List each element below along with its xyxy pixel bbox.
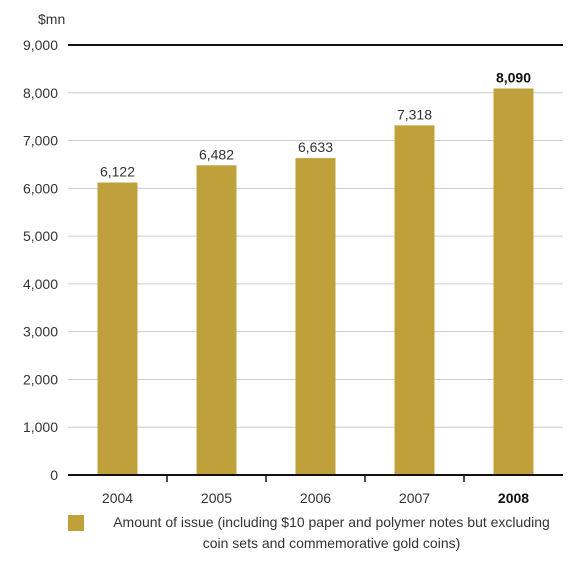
y-tick-label: 8,000 — [23, 85, 58, 101]
bar-2008 — [493, 88, 534, 475]
bar-chart: $mn 0 1,000 2,000 3,000 4,000 5,000 6,000 7,000… — [23, 11, 563, 505]
legend-label: Amount of issue (including $10 paper and… — [113, 514, 550, 551]
y-tick-label: 2,000 — [23, 371, 58, 387]
y-axis-unit-label: $mn — [38, 11, 65, 27]
x-tick-label-2005: 2005 — [201, 490, 232, 505]
y-axis-tick-labels: 0 1,000 2,000 3,000 4,000 5,000 6,000 7,000 8,00… — [23, 37, 58, 483]
x-tick-label-2007: 2007 — [399, 490, 430, 505]
bars — [97, 88, 534, 476]
y-tick-label: 4,000 — [23, 276, 58, 292]
legend-swatch — [68, 515, 84, 531]
y-tick-label: 9,000 — [23, 37, 58, 53]
y-tick-label: 6,000 — [23, 180, 58, 196]
data-label-2006: 6,633 — [298, 139, 333, 155]
data-label-2007: 7,318 — [397, 106, 432, 122]
x-tick-label-2008: 2008 — [498, 490, 529, 505]
bar-2006 — [295, 158, 336, 475]
y-tick-label: 3,000 — [23, 324, 58, 340]
bar-2007 — [394, 125, 435, 476]
x-tick-label-2004: 2004 — [102, 490, 133, 505]
bar-2004 — [97, 182, 138, 475]
y-tick-label: 0 — [50, 467, 58, 483]
x-tick-label-2006: 2006 — [300, 490, 331, 505]
legend: Amount of issue (including $10 paper and… — [68, 512, 563, 554]
data-label-2008: 8,090 — [496, 69, 531, 85]
data-label-2005: 6,482 — [199, 146, 234, 162]
x-axis: 2004 2005 2006 2007 2008 — [68, 474, 563, 505]
y-tick-label: 1,000 — [23, 419, 58, 435]
y-tick-label: 5,000 — [23, 228, 58, 244]
data-labels: 6,122 6,482 6,633 7,318 8,090 — [100, 69, 531, 179]
data-label-2004: 6,122 — [100, 164, 135, 180]
bar-2005 — [196, 165, 237, 475]
y-tick-label: 7,000 — [23, 133, 58, 149]
